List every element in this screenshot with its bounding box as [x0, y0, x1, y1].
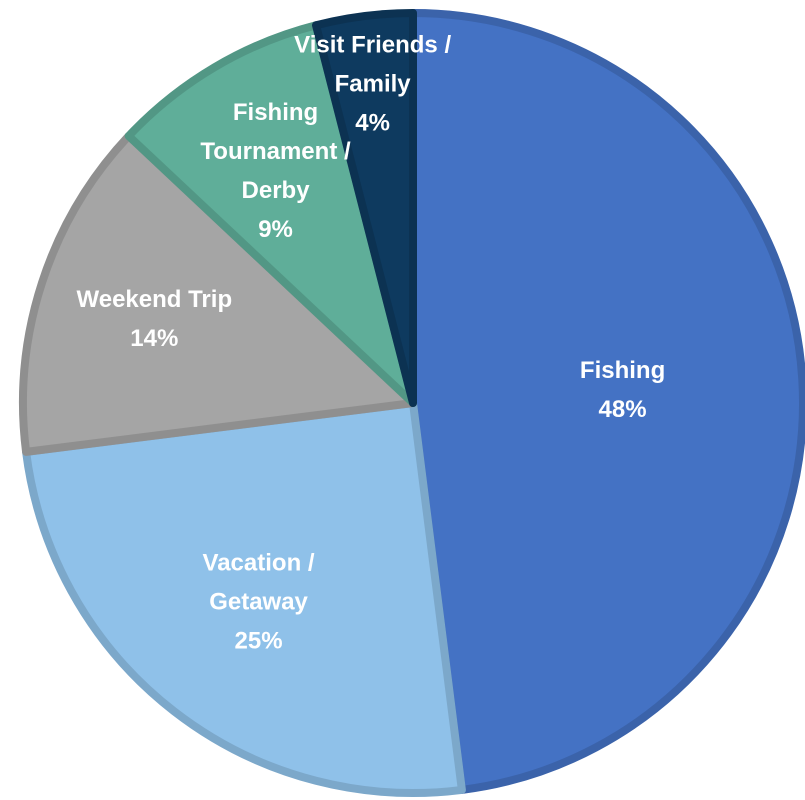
value-label: 14%: [130, 324, 179, 352]
pie-slice: [312, 9, 417, 407]
slice-border: [124, 21, 417, 407]
category-label: Fishing Tournament / Derby: [200, 98, 351, 204]
data-label: Weekend Trip 14%: [49, 280, 259, 358]
slice-border: [312, 9, 417, 407]
pie-slice: [19, 132, 417, 456]
slice-border: [19, 132, 417, 456]
value-label: 48%: [598, 395, 647, 423]
value-label: 4%: [355, 109, 390, 137]
data-label: Vacation / Getaway 25%: [174, 544, 344, 661]
data-label: Visit Friends / Family 4%: [275, 25, 470, 142]
category-label: Visit Friends / Family: [294, 31, 452, 98]
category-label: Fishing: [579, 356, 666, 384]
value-label: 9%: [258, 215, 293, 243]
value-label: 25%: [234, 627, 283, 655]
slice-border: [409, 9, 805, 794]
data-label: Fishing Tournament / Derby 9%: [193, 93, 358, 249]
pie-slice: [22, 399, 466, 797]
category-label: Weekend Trip: [76, 285, 233, 313]
slice-border: [22, 399, 466, 797]
category-label: Vacation / Getaway: [202, 549, 315, 616]
pie-slice: [409, 9, 805, 794]
data-label: Fishing 48%: [523, 351, 723, 429]
pie-slice: [124, 21, 417, 407]
